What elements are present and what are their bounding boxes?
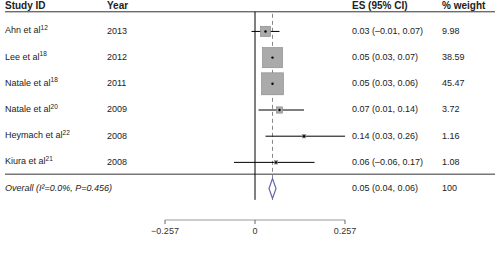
column-header: % weight <box>442 0 486 11</box>
point-estimate <box>275 161 277 163</box>
point-estimate <box>271 83 273 85</box>
weight-label: 3.72 <box>442 104 460 114</box>
weight-label: 45.47 <box>442 78 465 88</box>
effect-label: 0.05 (0.03, 0.07) <box>352 52 418 62</box>
study-year: 2008 <box>107 131 127 141</box>
forest-plot: Study ID Year ES (95% CI) % weight Ahn et al… <box>0 0 500 257</box>
x-tick <box>345 220 346 224</box>
x-tick <box>255 220 256 224</box>
effect-label: 0.07 (0.01, 0.14) <box>352 104 418 114</box>
weight-square <box>274 161 277 164</box>
reference-number: 18 <box>40 50 48 57</box>
study-name: Natale et al <box>5 104 51 114</box>
reference-number: 20 <box>51 102 59 109</box>
study-label: Heymach et al22 <box>5 128 70 140</box>
bottom-rule <box>5 174 495 175</box>
study-label: Natale et al18 <box>5 76 58 88</box>
column-header: Year <box>107 0 128 11</box>
overall-label: Overall (I²=0.0%, P=0.456) <box>5 183 112 193</box>
x-tick-label: 0 <box>252 226 257 236</box>
overall-effect-label: 0.05 (0.04, 0.06) <box>352 183 418 193</box>
weight-square <box>302 134 306 138</box>
x-tick-label: 0.257 <box>334 226 357 236</box>
study-label: Kiura et al21 <box>5 155 53 167</box>
reference-line <box>255 12 256 200</box>
weight-label: 9.98 <box>442 26 460 36</box>
point-estimate <box>271 56 273 58</box>
effect-label: 0.05 (0.03, 0.06) <box>352 78 418 88</box>
overall-weight-label: 100 <box>442 183 457 193</box>
weight-label: 1.16 <box>442 131 460 141</box>
weight-label: 38.59 <box>442 52 465 62</box>
study-year: 2011 <box>107 78 126 88</box>
study-name: Lee et al <box>5 52 40 62</box>
study-name: Kiura et al <box>5 157 46 167</box>
study-label: Lee et al18 <box>5 50 47 62</box>
weight-square <box>262 73 284 95</box>
effect-label: 0.06 (–0.06, 0.17) <box>352 157 423 167</box>
reference-line <box>272 12 273 200</box>
reference-number: 12 <box>41 24 49 31</box>
study-name: Ahn et al <box>5 26 41 36</box>
study-year: 2012 <box>107 52 127 62</box>
study-label: Ahn et al12 <box>5 24 48 36</box>
header-rule <box>5 11 495 12</box>
column-header: Study ID <box>5 0 46 11</box>
weight-square <box>260 26 270 36</box>
point-estimate <box>303 135 305 137</box>
overall-diamond <box>269 179 276 199</box>
effect-label: 0.03 (–0.01, 0.07) <box>352 26 423 36</box>
weight-square <box>262 47 282 67</box>
reference-number: 18 <box>51 76 59 83</box>
x-tick-label: −0.257 <box>151 226 179 236</box>
weight-square <box>276 107 282 113</box>
study-year: 2009 <box>107 104 127 114</box>
reference-number: 21 <box>46 155 54 162</box>
plot-area <box>234 12 345 200</box>
study-year: 2013 <box>107 26 127 36</box>
point-estimate <box>278 109 280 111</box>
x-tick <box>165 220 166 224</box>
study-label: Natale et al20 <box>5 102 58 114</box>
reference-number: 22 <box>63 128 71 135</box>
column-header: ES (95% CI) <box>352 0 408 11</box>
study-name: Heymach et al <box>5 131 63 141</box>
study-year: 2008 <box>107 157 127 167</box>
point-estimate <box>264 30 266 32</box>
effect-label: 0.14 (0.03, 0.26) <box>352 131 418 141</box>
weight-label: 1.08 <box>442 157 460 167</box>
study-name: Natale et al <box>5 78 51 88</box>
confidence-interval <box>251 31 279 32</box>
